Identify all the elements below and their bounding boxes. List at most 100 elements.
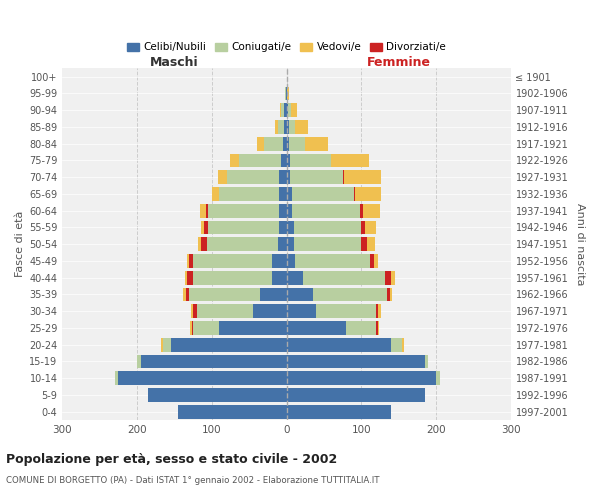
Bar xyxy=(275,120,278,134)
Bar xyxy=(163,338,171,351)
Bar xyxy=(200,238,206,251)
Bar xyxy=(287,238,294,251)
Bar xyxy=(374,254,377,268)
Bar xyxy=(292,187,354,201)
Bar xyxy=(287,288,313,302)
Bar xyxy=(291,104,297,117)
Bar xyxy=(376,304,379,318)
Bar xyxy=(287,220,294,234)
Bar xyxy=(355,187,382,201)
Bar xyxy=(284,120,287,134)
Bar xyxy=(115,372,118,385)
Bar xyxy=(278,238,287,251)
Bar xyxy=(376,321,377,335)
Bar xyxy=(219,321,287,335)
Bar xyxy=(199,238,200,251)
Bar xyxy=(208,204,279,218)
Bar xyxy=(184,288,185,302)
Text: COMUNE DI BORGETTO (PA) - Dati ISTAT 1° gennaio 2002 - Elaborazione TUTTITALIA.I: COMUNE DI BORGETTO (PA) - Dati ISTAT 1° … xyxy=(6,476,380,485)
Bar xyxy=(197,304,253,318)
Bar xyxy=(278,120,284,134)
Bar xyxy=(281,154,287,168)
Bar xyxy=(187,254,190,268)
Bar xyxy=(205,220,208,234)
Bar xyxy=(286,86,287,101)
Bar xyxy=(287,120,289,134)
Y-axis label: Anni di nascita: Anni di nascita xyxy=(575,203,585,285)
Bar xyxy=(208,220,279,234)
Bar xyxy=(279,220,287,234)
Bar xyxy=(200,204,206,218)
Bar xyxy=(279,204,287,218)
Bar xyxy=(354,187,355,201)
Bar xyxy=(287,187,292,201)
Bar xyxy=(185,271,187,284)
Bar xyxy=(283,137,287,150)
Bar xyxy=(187,271,193,284)
Bar xyxy=(287,137,289,150)
Bar xyxy=(287,271,303,284)
Bar xyxy=(257,137,264,150)
Bar xyxy=(389,288,392,302)
Bar xyxy=(287,304,316,318)
Bar xyxy=(290,154,331,168)
Bar xyxy=(191,321,193,335)
Bar xyxy=(193,304,197,318)
Bar xyxy=(287,154,290,168)
Bar xyxy=(289,120,295,134)
Bar xyxy=(264,137,283,150)
Bar xyxy=(364,204,380,218)
Bar xyxy=(287,321,346,335)
Bar xyxy=(178,405,287,418)
Bar xyxy=(287,372,436,385)
Bar xyxy=(193,321,219,335)
Bar xyxy=(365,220,376,234)
Bar xyxy=(239,154,281,168)
Bar xyxy=(379,304,380,318)
Bar xyxy=(436,372,440,385)
Bar xyxy=(287,388,425,402)
Bar xyxy=(289,137,305,150)
Bar xyxy=(391,271,395,284)
Bar xyxy=(227,170,279,184)
Bar xyxy=(313,288,388,302)
Bar xyxy=(305,137,328,150)
Bar xyxy=(218,170,227,184)
Bar xyxy=(425,354,428,368)
Bar xyxy=(402,338,404,351)
Bar xyxy=(292,204,360,218)
Bar xyxy=(331,154,368,168)
Bar xyxy=(230,154,239,168)
Bar xyxy=(360,204,364,218)
Bar xyxy=(272,254,287,268)
Bar xyxy=(290,170,343,184)
Bar xyxy=(385,271,391,284)
Bar xyxy=(284,104,287,117)
Bar xyxy=(260,288,287,302)
Bar xyxy=(191,304,193,318)
Bar xyxy=(287,86,289,101)
Bar xyxy=(148,388,287,402)
Bar xyxy=(287,354,425,368)
Bar xyxy=(344,170,382,184)
Bar xyxy=(288,104,291,117)
Bar xyxy=(303,271,385,284)
Bar xyxy=(206,204,208,218)
Bar xyxy=(137,354,141,368)
Bar xyxy=(388,288,389,302)
Text: Maschi: Maschi xyxy=(150,56,199,69)
Bar xyxy=(287,104,288,117)
Bar xyxy=(287,405,391,418)
Bar xyxy=(287,204,292,218)
Text: Popolazione per età, sesso e stato civile - 2002: Popolazione per età, sesso e stato civil… xyxy=(6,452,337,466)
Bar xyxy=(377,321,379,335)
Y-axis label: Fasce di età: Fasce di età xyxy=(15,211,25,278)
Bar xyxy=(281,104,284,117)
Bar xyxy=(279,170,287,184)
Bar xyxy=(161,338,163,351)
Bar xyxy=(295,120,308,134)
Bar xyxy=(253,304,287,318)
Bar xyxy=(361,238,367,251)
Bar xyxy=(212,187,219,201)
Bar xyxy=(294,238,361,251)
